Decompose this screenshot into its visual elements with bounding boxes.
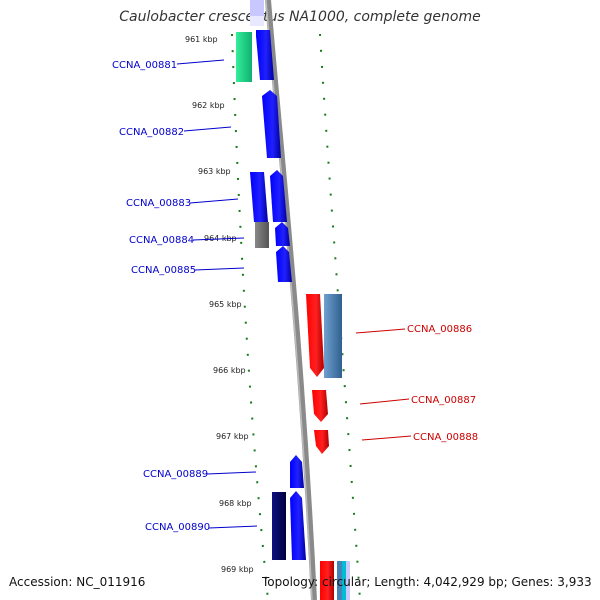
gene-label-ccna-00885: CCNA_00885 xyxy=(131,265,196,276)
feature-bottom-stack xyxy=(337,561,350,600)
cds-ccna-00884 xyxy=(275,222,290,246)
gene-label-ccna-00886: CCNA_00886 xyxy=(407,324,472,335)
accession-text: Accession: NC_011916 xyxy=(9,575,146,589)
gene-label-ccna-00887: CCNA_00887 xyxy=(411,395,476,406)
cds-ccna-00883a xyxy=(250,172,268,222)
feature-navy xyxy=(272,492,286,560)
tick-label: 962 kbp xyxy=(192,101,225,110)
feature-gray xyxy=(255,222,269,248)
tick-label: 965 kbp xyxy=(209,300,242,309)
map-title: Caulobacter crescentus NA1000, complete … xyxy=(119,9,481,25)
cds-ccna-00889 xyxy=(290,455,304,488)
gene-labels: CCNA_00881 CCNA_00882 CCNA_00883 CCNA_00… xyxy=(112,60,478,533)
tick-label: 967 kbp xyxy=(216,432,249,441)
cds-ccna-00882 xyxy=(262,90,281,158)
kbp-ticks: 961 kbp 962 kbp 963 kbp 964 kbp 965 kbp … xyxy=(185,35,254,574)
cds-ccna-00887 xyxy=(312,390,328,422)
feature-top-faded-1 xyxy=(250,0,264,16)
gc-track-left xyxy=(231,33,269,600)
gene-label-ccna-00882: CCNA_00882 xyxy=(119,127,184,138)
genome-backbone xyxy=(265,0,317,600)
tick-label: 966 kbp xyxy=(213,366,246,375)
label-leaders xyxy=(176,59,412,529)
cds-ccna-00890 xyxy=(290,491,306,560)
gene-label-ccna-00881: CCNA_00881 xyxy=(112,60,177,71)
tick-label: 968 kbp xyxy=(219,499,252,508)
reverse-cds-features xyxy=(306,294,334,600)
feature-steelblue xyxy=(324,294,342,378)
gene-label-ccna-00890: CCNA_00890 xyxy=(145,522,210,533)
tick-label: 961 kbp xyxy=(185,35,218,44)
gene-label-ccna-00889: CCNA_00889 xyxy=(143,469,208,480)
forward-cds-features xyxy=(250,30,306,560)
cds-ccna-00886 xyxy=(306,294,324,377)
cds-ccna-00881 xyxy=(256,30,274,80)
gene-label-ccna-00888: CCNA_00888 xyxy=(413,432,478,443)
gene-label-ccna-00884: CCNA_00884 xyxy=(129,235,194,246)
feature-green xyxy=(236,32,252,82)
genome-summary-text: Topology: circular; Length: 4,042,929 bp… xyxy=(262,575,592,589)
cds-ccna-00888 xyxy=(314,430,329,454)
tick-label: 969 kbp xyxy=(221,565,254,574)
cds-bottom-red xyxy=(320,561,334,600)
gene-label-ccna-00883: CCNA_00883 xyxy=(126,198,191,209)
cds-ccna-00885 xyxy=(276,246,292,282)
feature-top-faded-2 xyxy=(250,16,264,26)
tick-label: 963 kbp xyxy=(198,167,231,176)
cds-ccna-00883b xyxy=(270,170,287,222)
